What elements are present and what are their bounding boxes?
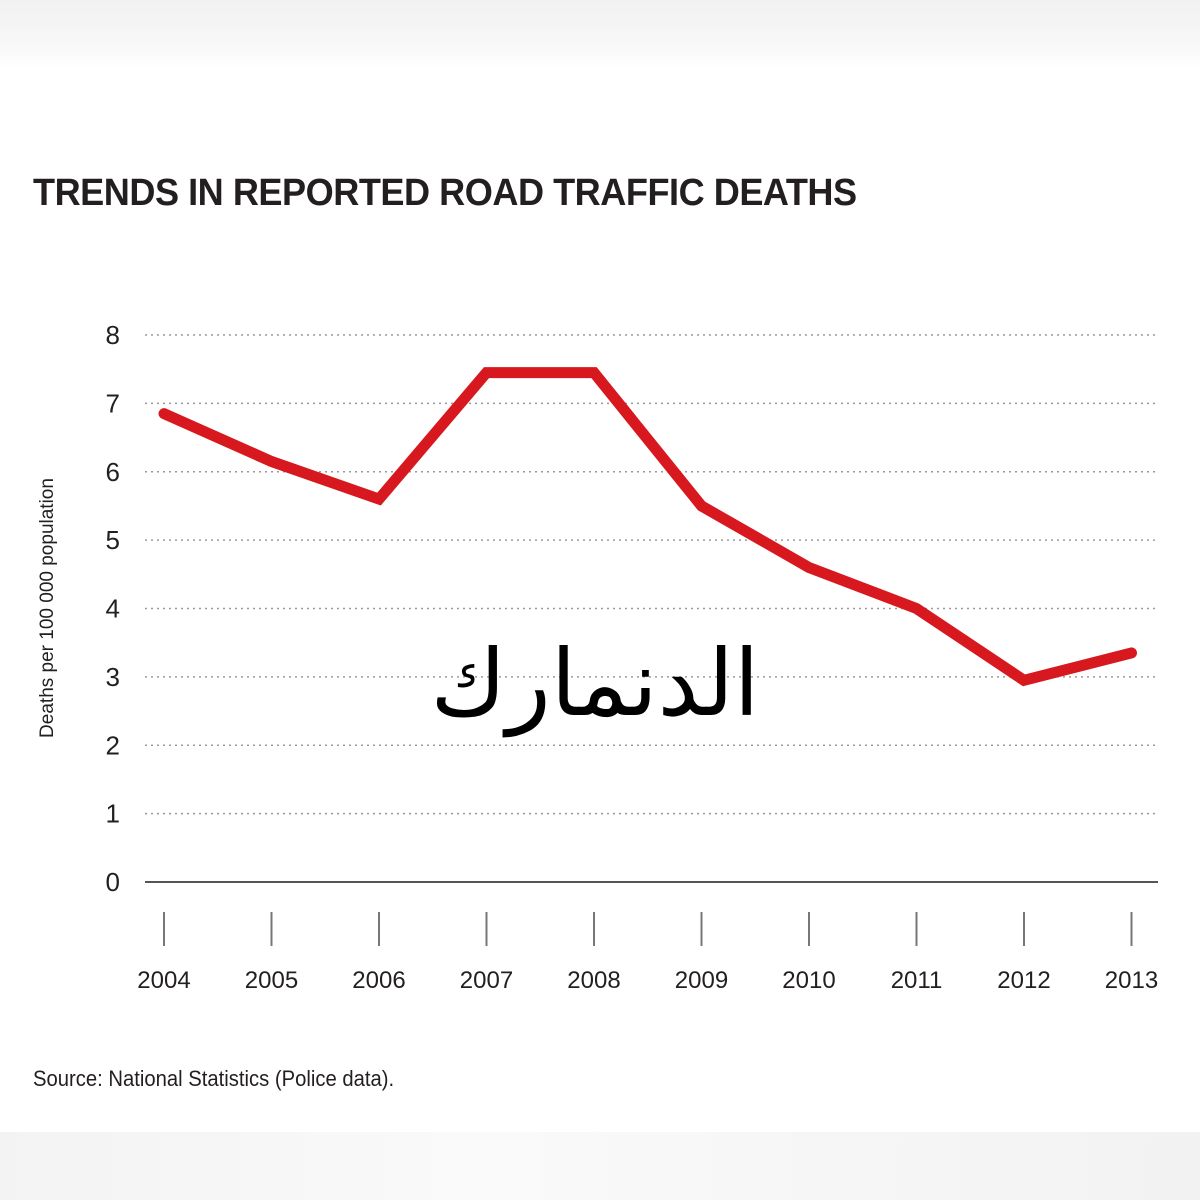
x-tick-marks (163, 912, 1133, 946)
data-point (486, 372, 487, 374)
data-point (916, 608, 917, 609)
top-band (0, 0, 1200, 68)
data-point (701, 505, 702, 507)
y-tick-label: 8 (106, 320, 120, 350)
y-tick-label: 4 (106, 594, 120, 624)
y-tick-label: 3 (106, 662, 120, 692)
data-point (1023, 679, 1025, 681)
y-axis-title: Deaths per 100 000 population (37, 478, 58, 738)
y-tick-label: 7 (106, 388, 120, 418)
data-point (163, 413, 165, 415)
data-point (808, 566, 810, 568)
y-tick-label: 0 (106, 867, 120, 897)
overlay-country-label: الدنمارك (430, 630, 760, 737)
y-tick-label: 6 (106, 457, 120, 487)
y-tick-label: 5 (106, 525, 120, 555)
grid-lines (145, 334, 1158, 815)
data-points (163, 372, 1132, 681)
y-tick-label: 2 (106, 730, 120, 760)
x-tick-label: 2007 (460, 967, 513, 994)
data-point (378, 498, 380, 500)
chart-title: TRENDS IN REPORTED ROAD TRAFFIC DEATHS (33, 172, 857, 214)
data-point (593, 372, 595, 374)
x-tick-label: 2011 (891, 967, 943, 994)
data-point (271, 460, 272, 462)
x-tick-label: 2008 (567, 967, 620, 994)
x-tick-label: 2006 (352, 967, 405, 994)
x-tick-label: 2004 (137, 967, 190, 994)
series-line (158, 367, 1137, 687)
x-tick-label: 2012 (997, 967, 1050, 994)
bottom-band (0, 1132, 1200, 1200)
y-tick-labels: 0 1 2 3 4 5 6 7 8 (106, 320, 120, 897)
y-tick-label: 1 (106, 799, 120, 829)
source-note: Source: National Statistics (Police data… (33, 1066, 395, 1091)
data-point (1131, 652, 1132, 654)
x-tick-label: 2005 (245, 967, 298, 994)
x-tick-label: 2013 (1105, 967, 1158, 994)
x-tick-labels: 2004 2005 2006 2007 2008 2009 2010 2011 2012 2013 (137, 967, 1158, 994)
x-tick-label: 2009 (675, 967, 728, 994)
x-tick-label: 2010 (782, 967, 835, 994)
